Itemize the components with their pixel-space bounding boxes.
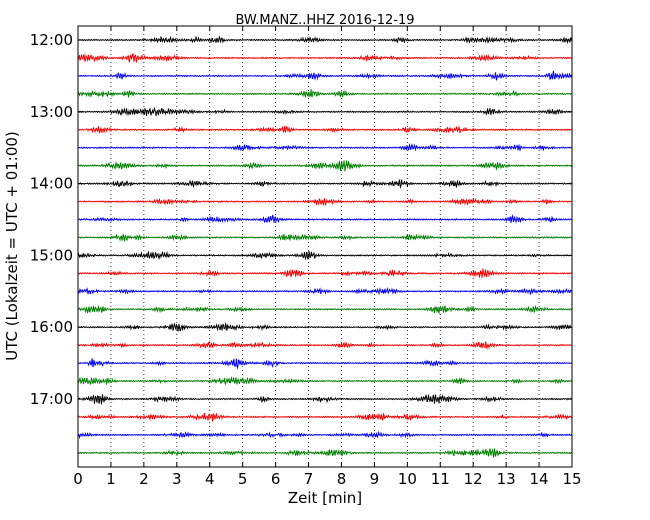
x-tick-label: 11 xyxy=(431,470,450,488)
seismogram-trace xyxy=(77,340,573,350)
x-tick-label: 12 xyxy=(464,470,483,488)
x-tick-label: 10 xyxy=(398,470,417,488)
x-axis: 0 1 2 3 4 5 6 7 8 9 10 11 12 13 14 15 xyxy=(73,26,582,488)
y-tick-label: 12:00 xyxy=(30,31,73,49)
seismogram-trace xyxy=(77,142,573,152)
seismogram-trace xyxy=(77,448,573,458)
seismogram-trace xyxy=(77,358,573,370)
seismogram-traces xyxy=(77,35,573,458)
y-tick-label: 16:00 xyxy=(30,318,73,336)
x-tick-label: 14 xyxy=(530,470,549,488)
x-tick-label: 7 xyxy=(304,470,314,488)
seismogram-trace xyxy=(77,70,573,81)
y-tick-label: 14:00 xyxy=(30,175,73,193)
seismogram-trace xyxy=(77,233,573,243)
seismogram-trace xyxy=(77,287,573,296)
seismogram-trace xyxy=(77,268,573,279)
x-tick-label: 15 xyxy=(562,470,581,488)
x-tick-label: 4 xyxy=(205,470,215,488)
y-tick-label: 13:00 xyxy=(30,103,73,121)
x-tick-label: 1 xyxy=(106,470,116,488)
plot-area xyxy=(78,26,572,467)
seismogram-trace xyxy=(77,412,573,423)
chart-title: BW.MANZ..HHZ 2016-12-19 xyxy=(235,13,414,28)
seismogram-trace xyxy=(77,430,573,439)
seismogram-trace xyxy=(77,35,573,44)
x-tick-label: 13 xyxy=(497,470,516,488)
seismogram-trace xyxy=(77,322,573,332)
seismogram-trace xyxy=(77,159,573,172)
seismogram-trace xyxy=(77,178,573,189)
y-axis-label: UTC (Lokalzeit = UTC + 01:00) xyxy=(3,131,21,361)
y-axis: 12:00 13:00 14:00 15:00 16:00 17:00 xyxy=(30,31,572,408)
seismogram-trace xyxy=(77,376,573,386)
x-tick-label: 0 xyxy=(73,470,83,488)
seismogram-trace xyxy=(77,125,573,134)
x-tick-label: 9 xyxy=(370,470,380,488)
plot-frame xyxy=(77,25,573,468)
seismogram-trace xyxy=(77,393,573,405)
seismogram-trace xyxy=(77,250,573,261)
x-tick-label: 8 xyxy=(337,470,347,488)
seismogram-trace xyxy=(77,304,573,315)
x-axis-label: Zeit [min] xyxy=(288,489,362,507)
seismogram-trace xyxy=(77,53,573,64)
vertical-grid xyxy=(110,26,540,467)
x-tick-label: 3 xyxy=(172,470,182,488)
x-tick-label: 5 xyxy=(238,470,248,488)
x-tick-label: 6 xyxy=(271,470,281,488)
y-tick-label: 15:00 xyxy=(30,246,73,264)
seismogram-trace xyxy=(77,89,573,99)
seismogram-trace xyxy=(77,214,573,224)
y-tick-label: 17:00 xyxy=(30,390,73,408)
seismogram-trace xyxy=(77,197,573,207)
seismogram-trace xyxy=(77,106,573,117)
x-tick-label: 2 xyxy=(139,470,149,488)
